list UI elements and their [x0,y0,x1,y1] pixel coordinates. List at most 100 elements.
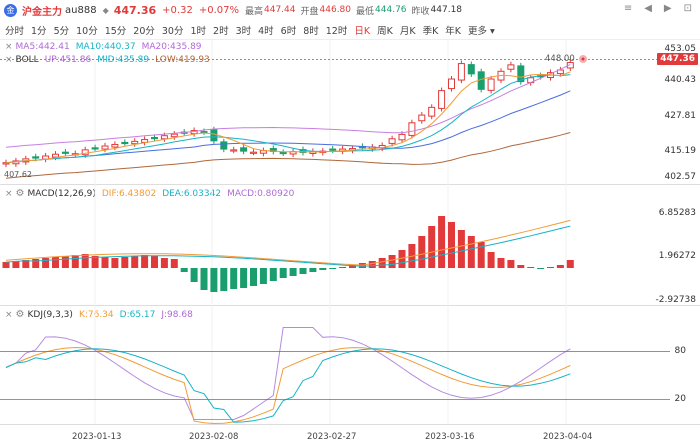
candle-up [101,145,109,150]
boll-upper-line [5,63,571,148]
macd-bar-positive [438,216,446,268]
candle-up [111,143,119,148]
macd-bar-positive [517,265,525,268]
kdj-j-line [5,327,571,420]
gear-icon[interactable]: ⚙ [15,309,25,320]
expand-icon[interactable]: ⊡ [683,3,692,14]
ma20-value: MA20:435.89 [141,42,202,52]
level-448-label: 448.00 [545,54,575,64]
price-axis-tick: 427.81 [664,111,697,121]
ma5-line [5,71,571,164]
macd-axis-tick: -2.92738 [655,295,696,305]
candle-down [151,136,158,140]
macd-bar-positive [71,255,79,268]
period-tab-10[interactable]: 4时 [258,26,274,37]
macd-dif-line [5,219,571,266]
period-tab-7[interactable]: 1时 [190,26,207,37]
period-tab-11[interactable]: 6时 [280,26,297,37]
period-tab-3[interactable]: 10分 [76,26,98,37]
period-tab-14[interactable]: 日K [354,26,371,37]
period-tab-0[interactable]: 分时 [5,26,25,37]
prev-icon[interactable]: ◀ [644,3,652,14]
macd-bar-negative [269,268,277,281]
candle-down [279,151,287,155]
prev-close-label: 昨收 [411,6,430,17]
candle-down [121,141,129,145]
period-tab-19[interactable]: 更多 ▾ [468,26,495,37]
close-icon[interactable]: × [5,42,13,52]
period-tab-5[interactable]: 20分 [133,26,155,37]
macd-bar-positive [497,258,505,268]
price-change-pct: +0.07% [198,4,239,16]
period-tab-17[interactable]: 季K [422,26,439,37]
macd-bar-negative [190,268,198,282]
kdj-axis-tick: 20 [674,394,686,404]
period-tab-4[interactable]: 15分 [104,26,127,37]
kdj-k-line [5,346,571,425]
macd-axis-tick: 6.85283 [658,208,696,218]
instrument-name[interactable]: 沪金主力 [22,6,62,18]
period-tab-18[interactable]: 年K [445,26,462,37]
macd-bar-positive [61,256,69,268]
period-tab-15[interactable]: 周K [377,26,393,37]
macd-name[interactable]: MACD(12,26,9) [27,188,96,199]
macd-bar-negative [180,268,188,272]
last-price-tag: 447.36 [657,53,698,65]
candle-down [517,65,525,83]
macd-bar-positive [339,267,347,268]
quote-header: 金 沪金主力 au888 ◆ 447.36 +0.32 +0.07% 最高 447… [0,0,700,20]
candle-up [448,78,455,90]
close-icon[interactable]: × [5,309,13,320]
prev-close-value: 447.18 [430,5,463,15]
period-tab-12[interactable]: 8时 [303,26,319,37]
gear-icon[interactable]: ⚙ [15,188,25,199]
boll-legend: × BOLL UP:451.86 MID:435.89 LOW:419.93 [5,55,216,65]
macd-bar-positive [121,257,129,268]
low-label: 最低 [356,6,375,17]
kdj-j-value: J:98.68 [161,309,193,320]
close-icon[interactable]: × [5,188,13,199]
date-label: 2023-02-27 [307,432,357,442]
high-label: 最高 [244,6,263,17]
period-tab-1[interactable]: 1分 [31,26,47,37]
kdj-name[interactable]: KDJ(9,3,3) [27,309,73,320]
menu-icon[interactable]: ≡ [623,3,633,14]
period-tab-13[interactable]: 12时 [325,26,348,37]
period-tab-6[interactable]: 30分 [161,26,184,37]
next-icon[interactable]: ▶ [663,3,672,14]
low-value: 444.76 [375,5,407,15]
candle-down [32,156,40,159]
close-icon[interactable]: × [5,55,13,65]
period-tab-9[interactable]: 3时 [235,26,252,37]
candle-down [61,151,69,154]
candle-up [507,64,515,70]
boll-name[interactable]: BOLL [15,55,39,65]
macd-bar-positive [368,261,376,268]
macd-bar-positive [507,260,515,268]
macd-bar-positive [42,258,50,268]
candle-down [220,141,228,150]
macd-bar-positive [527,267,535,268]
macd-dif-value: DIF:6.43802 [101,188,157,199]
candle-up [487,78,495,91]
macd-bar-negative [240,268,248,288]
candle-down [240,147,248,152]
macd-bar-positive [2,262,10,268]
price-axis-tick: 402.57 [664,172,697,182]
candle-up [408,122,416,136]
period-tab-16[interactable]: 月K [399,26,416,37]
date-label: 2023-02-08 [189,432,239,442]
candles [2,59,574,168]
macd-bar-positive [101,257,109,268]
period-tab-8[interactable]: 2时 [213,26,229,37]
period-tab-2[interactable]: 5分 [53,26,70,37]
indicator-lines [5,63,571,179]
macd-bar-negative [309,268,317,272]
candle-up [438,90,446,109]
macd-bar-negative [319,268,327,270]
candle-up [81,149,89,156]
macd-bar-negative [250,268,257,286]
candle-up [457,63,465,81]
candle-up [388,138,396,144]
